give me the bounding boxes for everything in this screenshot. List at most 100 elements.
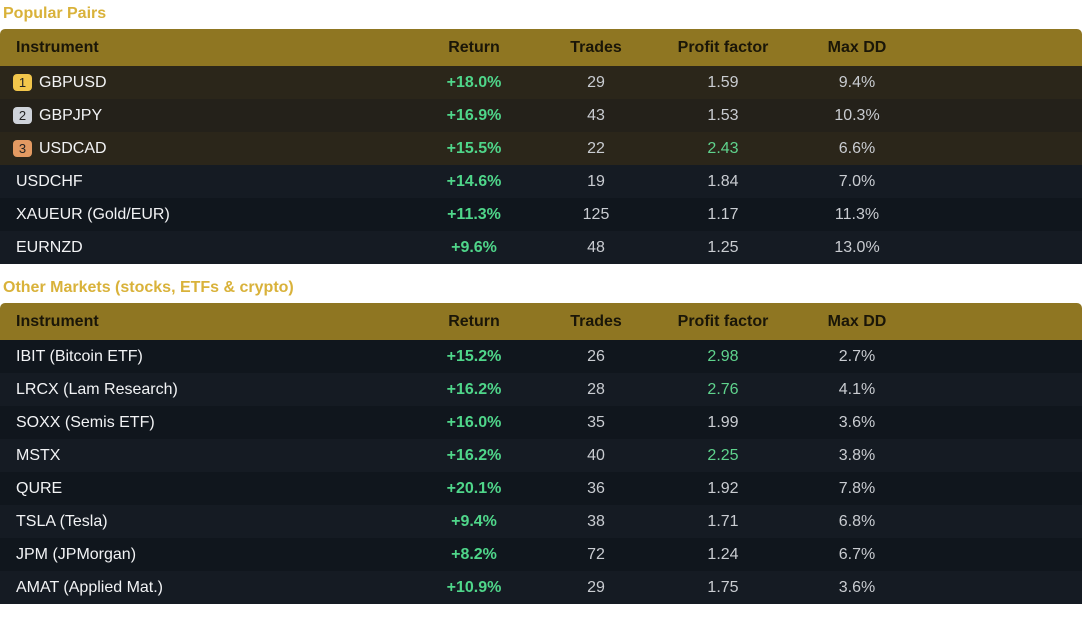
table-cell: 29 — [587, 73, 605, 91]
table-cell: 19 — [587, 172, 605, 190]
table-cell: 36 — [587, 479, 605, 497]
column-header: Profit factor — [677, 312, 769, 330]
table-cell: 2.7% — [838, 347, 876, 365]
instrument-name: JPM (JPMorgan) — [16, 545, 137, 563]
instrument-name: TSLA (Tesla) — [16, 512, 108, 530]
section-title: Other Markets (stocks, ETFs & crypto) — [3, 279, 294, 296]
table-cell: 3.8% — [838, 446, 876, 464]
column-header: Max DD — [827, 312, 887, 330]
instrument-name: EURNZD — [16, 238, 83, 256]
table-cell: +14.6% — [446, 172, 502, 190]
instrument-name: AMAT (Applied Mat.) — [16, 578, 164, 596]
table-row: MSTX +16.2% 40 2.25 3.8% — [0, 439, 1082, 472]
table-cell: +20.1% — [446, 479, 502, 497]
instrument-name: IBIT (Bitcoin ETF) — [16, 347, 143, 365]
column-header: Profit factor — [677, 38, 769, 56]
instrument-name: MSTX — [16, 446, 61, 464]
table-cell: 1 GBPUSD — [13, 66, 107, 99]
instrument-name: GBPJPY — [39, 106, 103, 124]
table-row: EURNZD +9.6% 48 1.25 13.0% — [0, 231, 1082, 264]
table-cell: 1.17 — [707, 205, 739, 223]
table-cell: 1.84 — [707, 172, 739, 190]
table-cell: 11.3% — [834, 205, 880, 223]
table-cell: 6.7% — [838, 545, 876, 563]
table-cell: +9.4% — [451, 512, 497, 530]
table-cell: 1.24 — [707, 545, 739, 563]
section-title: Popular Pairs — [3, 5, 107, 22]
table-cell: 2 GBPJPY — [13, 99, 102, 132]
table-row: LRCX (Lam Research) +16.2% 28 2.76 4.1% — [0, 373, 1082, 406]
table-cell: 125 — [582, 205, 610, 223]
table-cell: SOXX (Semis ETF) — [16, 406, 155, 439]
table-cell: 13.0% — [834, 238, 880, 256]
table-cell: 26 — [587, 347, 605, 365]
table-cell: 6.6% — [838, 139, 876, 157]
table-cell: 7.0% — [838, 172, 876, 190]
table-cell: +11.3% — [447, 205, 501, 223]
table-row: 2 GBPJPY +16.9% 43 1.53 10.3% — [0, 99, 1082, 132]
table-cell: TSLA (Tesla) — [16, 505, 108, 538]
table-cell: 35 — [587, 413, 605, 431]
table-cell: 2.76 — [707, 380, 739, 398]
table-row: IBIT (Bitcoin ETF) +15.2% 26 2.98 2.7% — [0, 340, 1082, 373]
table-header: Instrument Return Trades Profit factor Max D… — [0, 303, 1082, 340]
table-cell: +15.5% — [446, 139, 502, 157]
rank-badge: 2 — [13, 107, 32, 124]
instrument-name: USDCHF — [16, 172, 83, 190]
column-header: Instrument — [16, 38, 99, 56]
table-cell: 22 — [587, 139, 605, 157]
table-cell: 6.8% — [838, 512, 876, 530]
table-cell: EURNZD — [16, 231, 83, 264]
table-cell: 3.6% — [838, 578, 876, 596]
column-header: Return — [448, 312, 500, 330]
rank-badge: 3 — [13, 140, 32, 157]
table-cell: AMAT (Applied Mat.) — [16, 571, 163, 604]
table-cell: 1.71 — [707, 512, 739, 530]
table-header: Instrument Return Trades Profit factor Max D… — [0, 29, 1082, 66]
table-cell: +16.2% — [446, 380, 502, 398]
instrument-name: GBPUSD — [39, 73, 107, 91]
table-cell: 1.92 — [707, 479, 739, 497]
table-cell: 1.53 — [707, 106, 739, 124]
instrument-name: XAUEUR (Gold/EUR) — [16, 205, 170, 223]
table-cell: +10.9% — [446, 578, 502, 596]
table-cell: 1.99 — [707, 413, 739, 431]
table-cell: 48 — [587, 238, 605, 256]
instrument-name: USDCAD — [39, 139, 107, 157]
instrument-name: SOXX (Semis ETF) — [16, 413, 155, 431]
table-cell: QURE — [16, 472, 62, 505]
table-row: SOXX (Semis ETF) +16.0% 35 1.99 3.6% — [0, 406, 1082, 439]
rank-badge: 1 — [13, 74, 32, 91]
table-cell: +16.9% — [446, 106, 502, 124]
table-cell: +15.2% — [446, 347, 502, 365]
column-header: Trades — [570, 312, 622, 330]
table-cell: 3.6% — [838, 413, 876, 431]
table-cell: MSTX — [16, 439, 60, 472]
table-cell: 28 — [587, 380, 605, 398]
table-cell: +16.2% — [446, 446, 502, 464]
table-row: 1 GBPUSD +18.0% 29 1.59 9.4% — [0, 66, 1082, 99]
table-row: QURE +20.1% 36 1.92 7.8% — [0, 472, 1082, 505]
table-cell: LRCX (Lam Research) — [16, 373, 178, 406]
table-cell: 3 USDCAD — [13, 132, 107, 165]
table-cell: IBIT (Bitcoin ETF) — [16, 340, 143, 373]
table-cell: 72 — [587, 545, 605, 563]
column-header: Return — [448, 38, 500, 56]
table-cell: 10.3% — [834, 106, 880, 124]
table-cell: JPM (JPMorgan) — [16, 538, 136, 571]
table-cell: 40 — [587, 446, 605, 464]
table-cell: 9.4% — [838, 73, 876, 91]
table-row: TSLA (Tesla) +9.4% 38 1.71 6.8% — [0, 505, 1082, 538]
table-cell: 2.98 — [707, 347, 739, 365]
table-cell: +18.0% — [446, 73, 502, 91]
table-row: JPM (JPMorgan) +8.2% 72 1.24 6.7% — [0, 538, 1082, 571]
table-cell: 1.59 — [707, 73, 739, 91]
table-cell: 29 — [587, 578, 605, 596]
instrument-name: QURE — [16, 479, 63, 497]
table-cell: 43 — [587, 106, 605, 124]
table-cell: 4.1% — [838, 380, 876, 398]
table-cell: +8.2% — [451, 545, 497, 563]
table-cell: 1.25 — [707, 238, 739, 256]
table-cell: 7.8% — [838, 479, 876, 497]
